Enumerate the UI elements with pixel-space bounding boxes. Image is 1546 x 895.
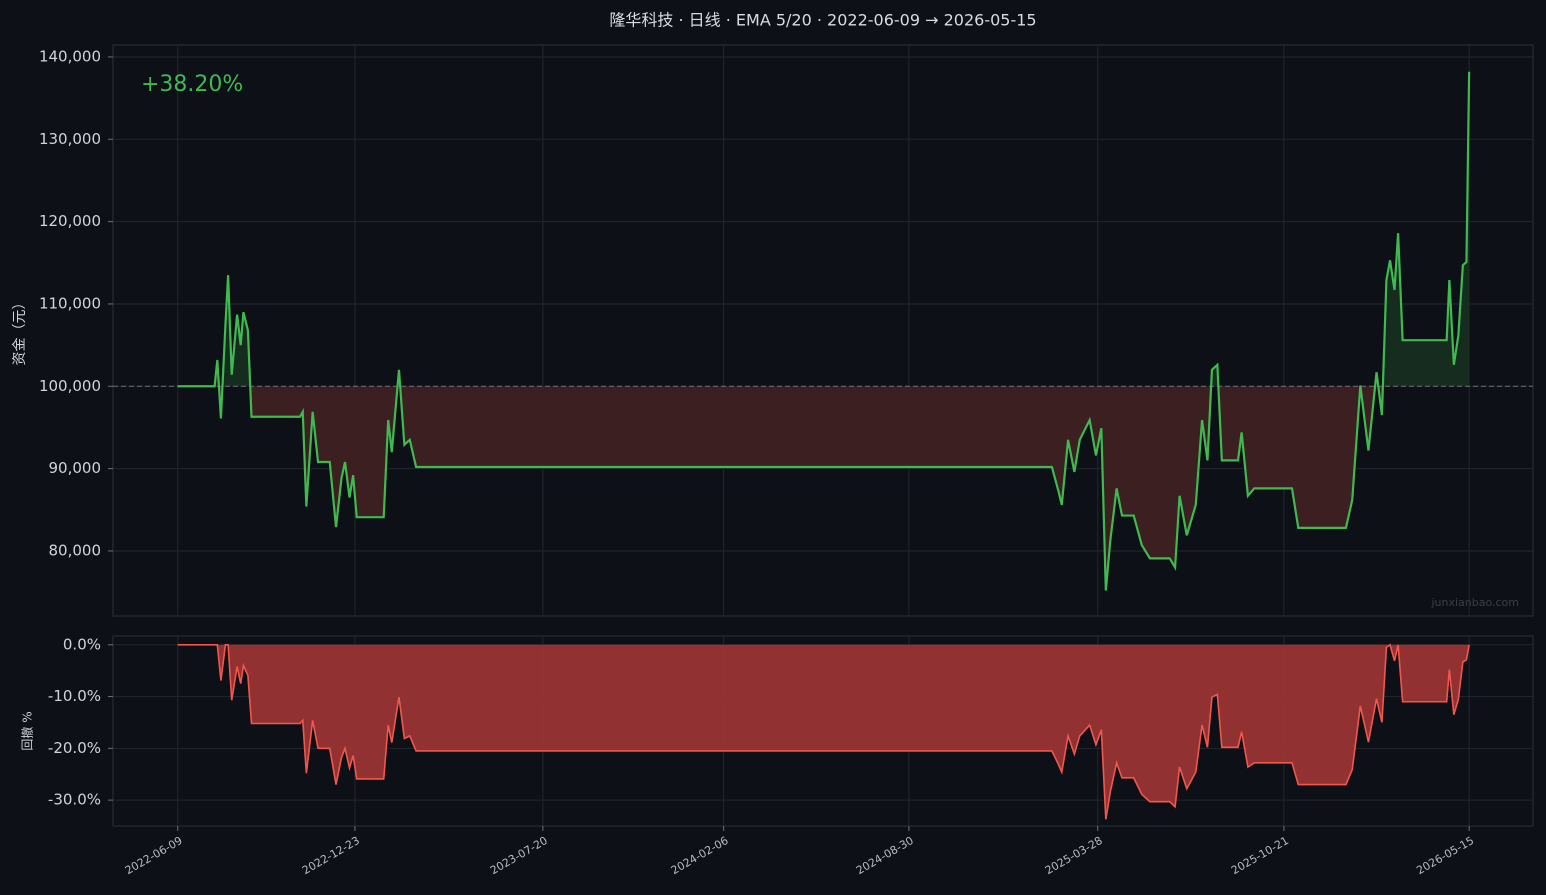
drawdown-line <box>177 643 1470 820</box>
y-tick-label: -20.0% <box>48 739 101 757</box>
y-tick-label: -10.0% <box>48 687 101 705</box>
y-tick-label: 120,000 <box>39 212 101 230</box>
y-tick-label: 90,000 <box>49 459 102 477</box>
annotation: +38.20% <box>141 72 243 97</box>
y-axis-label: 回撤 % <box>20 711 35 750</box>
chart-title: 隆华科技 · 日线 · EMA 5/20 · 2022-06-09 → 2026… <box>609 11 1036 30</box>
drawdown-area <box>177 644 1470 820</box>
y-tick-label: 140,000 <box>39 47 101 65</box>
equity-line <box>177 71 1471 591</box>
y-tick-label: 100,000 <box>39 377 101 395</box>
y-tick-label: 80,000 <box>49 541 102 559</box>
y-tick-label: 0.0% <box>63 635 101 653</box>
y-axis-label: 资金（元） <box>12 296 28 366</box>
y-tick-label: 110,000 <box>39 294 101 312</box>
watermark: junxianbao.com <box>1430 596 1519 609</box>
y-tick-label: 130,000 <box>39 130 101 148</box>
y-tick-label: -30.0% <box>48 791 101 809</box>
loss-area <box>177 386 1470 591</box>
plot-area <box>112 44 1534 617</box>
